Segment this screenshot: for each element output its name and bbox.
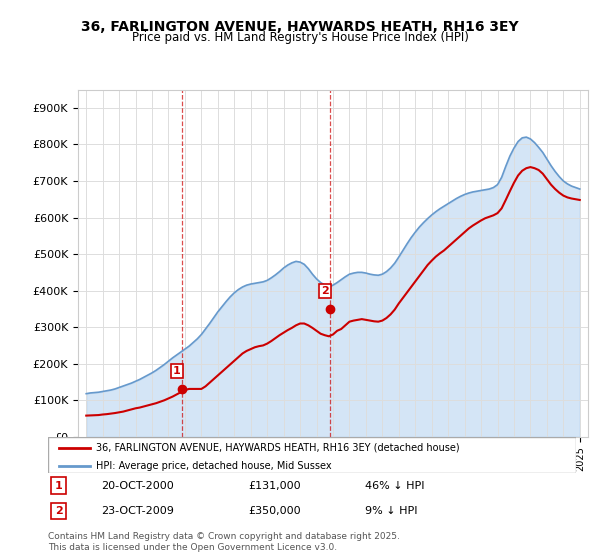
Text: 2: 2: [321, 286, 329, 296]
Text: 20-OCT-2000: 20-OCT-2000: [101, 481, 173, 491]
Text: 23-OCT-2009: 23-OCT-2009: [101, 506, 173, 516]
Text: Contains HM Land Registry data © Crown copyright and database right 2025.
This d: Contains HM Land Registry data © Crown c…: [48, 532, 400, 552]
Text: HPI: Average price, detached house, Mid Sussex: HPI: Average price, detached house, Mid …: [95, 461, 331, 471]
Text: 1: 1: [173, 366, 181, 376]
Text: 46% ↓ HPI: 46% ↓ HPI: [365, 481, 424, 491]
Text: 36, FARLINGTON AVENUE, HAYWARDS HEATH, RH16 3EY: 36, FARLINGTON AVENUE, HAYWARDS HEATH, R…: [81, 20, 519, 34]
Text: 2: 2: [55, 506, 62, 516]
Text: 36, FARLINGTON AVENUE, HAYWARDS HEATH, RH16 3EY (detached house): 36, FARLINGTON AVENUE, HAYWARDS HEATH, R…: [95, 443, 459, 452]
Text: £350,000: £350,000: [248, 506, 301, 516]
FancyBboxPatch shape: [48, 437, 576, 473]
Text: 1: 1: [55, 481, 62, 491]
Text: 9% ↓ HPI: 9% ↓ HPI: [365, 506, 418, 516]
Text: £131,000: £131,000: [248, 481, 301, 491]
Text: Price paid vs. HM Land Registry's House Price Index (HPI): Price paid vs. HM Land Registry's House …: [131, 31, 469, 44]
